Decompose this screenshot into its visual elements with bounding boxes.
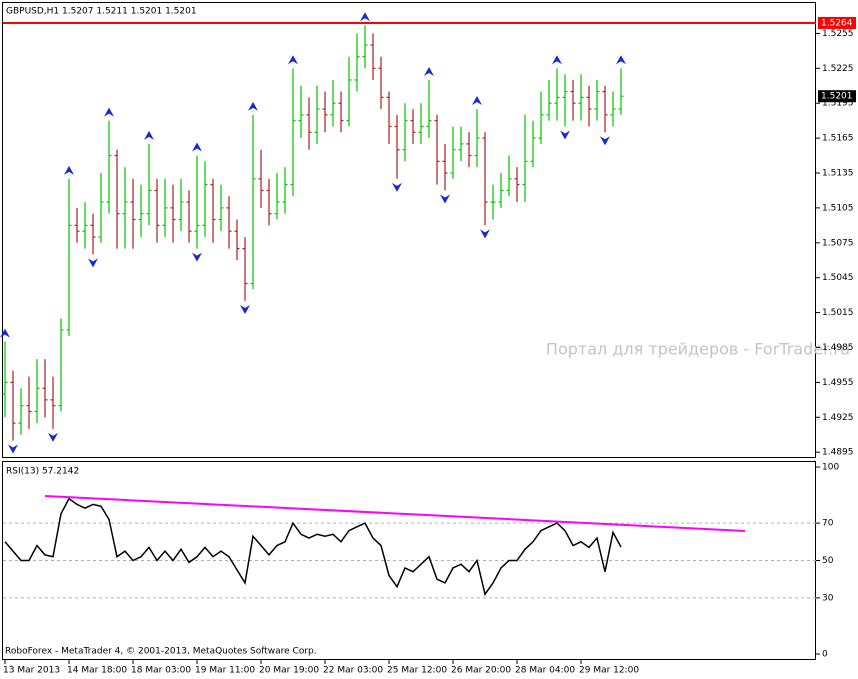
chart-title: GBPUSD,H1 1.5207 1.5211 1.5201 1.5201 <box>6 7 197 17</box>
fractal-down <box>88 258 98 268</box>
y-tick-label: 1.5015 <box>822 308 854 318</box>
fractal-down <box>48 432 58 442</box>
fractal-down <box>192 252 202 262</box>
x-tick-label: 18 Mar 03:00 <box>131 666 191 676</box>
y-tick-label: 100 <box>822 462 839 472</box>
y-tick-label: 1.5105 <box>822 203 854 213</box>
x-tick-label: 28 Mar 04:00 <box>515 666 575 676</box>
y-tick-label: 70 <box>822 519 834 529</box>
fractal-up <box>0 328 10 338</box>
y-tick-label: 50 <box>822 556 834 566</box>
fractal-down <box>392 182 402 192</box>
fractal-down <box>480 229 490 239</box>
y-tick-label: 1.5255 <box>822 29 854 39</box>
y-tick-label: 0 <box>822 650 828 660</box>
fractal-up <box>64 165 74 175</box>
level-label-box <box>818 16 856 29</box>
price-label: 1.5201 <box>821 92 853 102</box>
y-tick-label: 1.5075 <box>822 238 854 248</box>
y-tick-label: 1.5195 <box>822 99 854 109</box>
fractal-up <box>144 130 154 140</box>
x-tick-label: 19 Mar 11:00 <box>195 666 255 676</box>
fractal-up <box>552 55 562 65</box>
fractal-down <box>600 136 610 146</box>
fractal-up <box>360 12 370 22</box>
fractal-up <box>472 96 482 106</box>
y-tick-label: 1.5045 <box>822 273 854 283</box>
fractal-up <box>248 101 258 111</box>
watermark: Портал для трейдеров - ForTrader.ru <box>546 340 850 359</box>
fractal-up <box>192 142 202 152</box>
fractal-down <box>560 130 570 140</box>
y-tick-label: 1.5165 <box>822 134 854 144</box>
footer: RoboForex - MetaTrader 4, © 2001-2013, M… <box>5 647 317 657</box>
y-tick-label: 1.4895 <box>822 448 854 458</box>
x-tick-label: 13 Mar 2013 <box>3 666 60 676</box>
level-label: 1.5264 <box>821 18 853 28</box>
rsi-line <box>4 497 622 596</box>
fractal-up <box>288 55 298 65</box>
x-tick-label: 25 Mar 12:00 <box>387 666 447 676</box>
x-tick-label: 29 Mar 12:00 <box>579 666 639 676</box>
fractal-down <box>440 194 450 204</box>
y-tick-label: 1.4985 <box>822 343 854 353</box>
trend-line <box>44 494 746 532</box>
rsi-title: RSI(13) 57.2142 <box>6 467 79 477</box>
price-label-box <box>818 90 856 103</box>
fractal-down <box>8 444 18 454</box>
fractal-up <box>424 66 434 76</box>
y-tick-label: 30 <box>822 593 834 603</box>
y-tick-label: 1.4925 <box>822 413 854 423</box>
x-tick-label: 14 Mar 18:00 <box>67 666 127 676</box>
x-tick-label: 26 Mar 20:00 <box>451 666 511 676</box>
fractal-down <box>240 304 250 314</box>
fractal-up <box>616 55 626 65</box>
x-tick-label: 22 Mar 03:00 <box>323 666 383 676</box>
price-pane <box>2 2 816 458</box>
y-tick-label: 1.4955 <box>822 378 854 388</box>
y-tick-label: 1.5135 <box>822 169 854 179</box>
fractal-up <box>104 107 114 117</box>
x-tick-label: 20 Mar 19:00 <box>259 666 319 676</box>
y-tick-label: 1.5225 <box>822 64 854 74</box>
